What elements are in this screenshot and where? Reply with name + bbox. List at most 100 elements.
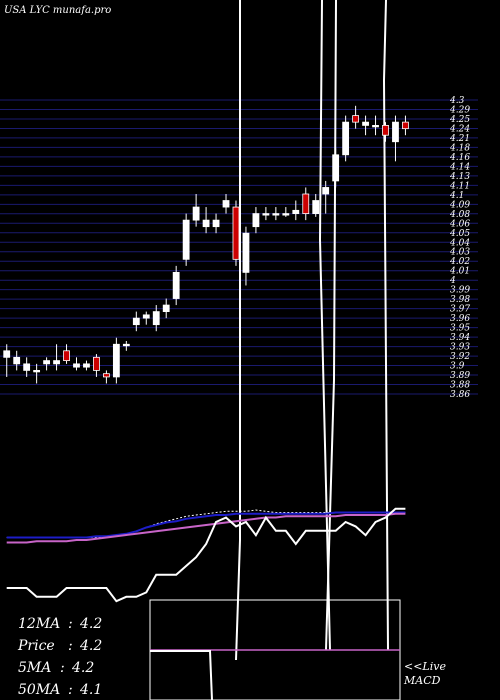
candle-body: [382, 125, 389, 136]
spike-line: [325, 0, 337, 651]
y-tick-label: 4.13: [449, 172, 470, 182]
y-tick-label: 4.25: [449, 115, 470, 125]
stat-50ma-value: 4.1: [79, 682, 102, 698]
volume-line: [6, 507, 406, 603]
candle-body: [73, 363, 80, 368]
stat-12ma-value: 4.2: [79, 616, 102, 632]
candle-body: [302, 193, 310, 215]
stat-price-label: Price: [17, 638, 55, 654]
candle-body: [392, 121, 399, 143]
candle-body: [292, 209, 300, 214]
candle-body: [372, 125, 379, 128]
y-tick-label: 4.11: [449, 181, 470, 191]
stat-sep: :: [60, 660, 65, 676]
stat-sep: :: [68, 616, 73, 632]
stat-5ma-label: 5MA: [18, 660, 51, 676]
candle-body: [342, 121, 350, 156]
candle-body: [13, 356, 21, 365]
y-tick-label: 4.24: [449, 124, 470, 134]
y-tick-label: 4.08: [449, 210, 470, 220]
candle-body: [242, 232, 250, 273]
candle-body: [352, 115, 360, 123]
stat-12ma-label: 12MA: [18, 616, 60, 632]
candle-body: [103, 373, 110, 378]
y-tick-label: 4.3: [449, 96, 465, 106]
y-tick-label: 4.16: [449, 153, 470, 163]
candle-body: [33, 369, 41, 373]
candle-body: [322, 187, 330, 195]
y-tick-label: 3.88: [450, 381, 470, 391]
y-tick-label: 3.9: [450, 362, 465, 372]
candle-body: [182, 219, 190, 260]
y-axis-ticks: 4.34.294.254.244.214.184.164.144.134.114…: [449, 96, 470, 400]
stat-sep: :: [68, 682, 73, 698]
y-tick-label: 4.06: [449, 219, 470, 229]
y-tick-label: 4.04: [449, 238, 470, 248]
y-tick-label: 4.14: [449, 162, 470, 172]
candle-body: [53, 360, 60, 365]
y-tick-label: 3.89: [450, 371, 470, 381]
y-tick-label: 3.95: [450, 324, 470, 334]
stat-5ma-value: 4.2: [71, 660, 94, 676]
macd-label-line2: MACD: [403, 674, 441, 687]
vertical-spikes: [235, 0, 389, 661]
candle-body: [152, 311, 160, 326]
candle-body: [122, 343, 130, 347]
candle-body: [312, 200, 320, 215]
ma-line-2: [6, 512, 406, 544]
candle-body: [232, 206, 240, 260]
spike-line: [382, 0, 389, 651]
candle-body: [222, 200, 230, 208]
chart-title: USA LYC munafa.pro: [4, 5, 111, 16]
candle-body: [23, 363, 31, 371]
candle-body: [93, 356, 100, 371]
candle-body: [112, 343, 120, 378]
candle-body: [132, 317, 140, 326]
candle-body: [212, 219, 220, 228]
y-tick-label: 4.01: [449, 267, 470, 277]
y-tick-label: 4.02: [449, 257, 470, 267]
candlesticks: [3, 105, 409, 384]
ma-line-1: [6, 511, 406, 539]
candle-body: [83, 363, 90, 368]
y-tick-label: 3.97: [450, 305, 470, 315]
candle-body: [3, 350, 11, 358]
y-tick-label: 4.05: [449, 229, 470, 239]
stat-sep: :: [68, 638, 73, 654]
y-tick-label: 3.98: [450, 295, 470, 305]
y-tick-label: 3.92: [450, 352, 470, 362]
y-tick-label: 4: [449, 276, 456, 286]
y-tick-label: 4.09: [449, 200, 470, 210]
candle-body: [402, 121, 409, 130]
candle-body: [142, 314, 150, 319]
candle-body: [282, 213, 290, 216]
volume-series: [6, 507, 406, 603]
spike-line: [235, 0, 241, 661]
candle-body: [43, 360, 50, 365]
y-tick-label: 4.21: [449, 134, 470, 144]
stat-50ma-label: 50MA: [18, 682, 60, 698]
candle-body: [63, 350, 70, 361]
moving-average-lines: [6, 509, 406, 544]
y-tick-label: 3.93: [450, 343, 470, 353]
candle-body: [162, 304, 170, 313]
stat-price-value: 4.2: [79, 638, 102, 654]
candle-body: [172, 271, 180, 299]
y-tick-label: 3.99: [450, 286, 470, 296]
candle-body: [262, 213, 270, 216]
y-tick-label: 4.1: [449, 191, 464, 201]
macd-label-line1: <<Live: [404, 660, 446, 673]
y-tick-label: 4.29: [449, 105, 470, 115]
candle-body: [192, 206, 200, 221]
candle-body: [272, 213, 280, 216]
y-tick-label: 3.86: [450, 390, 470, 400]
candle-body: [362, 121, 369, 126]
macd-panel: [149, 599, 401, 700]
candle-body: [202, 219, 210, 228]
y-tick-label: 4.03: [449, 248, 470, 258]
y-tick-label: 3.94: [450, 333, 470, 343]
y-tick-label: 4.18: [449, 143, 470, 153]
y-tick-label: 3.96: [450, 314, 470, 324]
